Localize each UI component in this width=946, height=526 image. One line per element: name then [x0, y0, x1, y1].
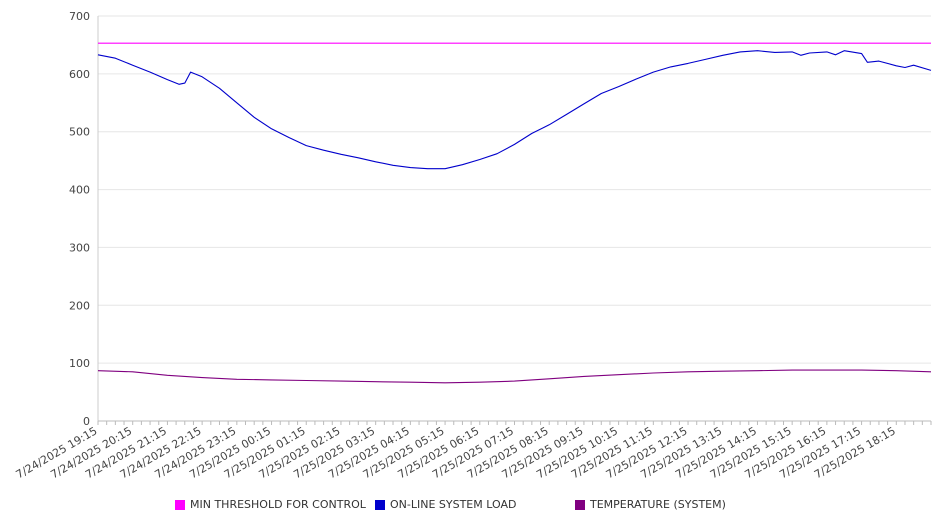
- x-axis-ticks: 7/24/2025 19:157/24/2025 20:157/24/2025 …: [14, 421, 932, 481]
- legend-swatch-system-load: [375, 499, 385, 510]
- legend-item-temperature[interactable]: TEMPERATURE (SYSTEM): [575, 498, 726, 511]
- legend-label-temperature: TEMPERATURE (SYSTEM): [590, 498, 726, 511]
- grid-lines: [98, 15, 931, 422]
- y-tick-label: 700: [69, 10, 90, 23]
- legend-label-system-load: ON-LINE SYSTEM LOAD: [390, 498, 517, 511]
- y-tick-label: 400: [69, 184, 90, 197]
- legend: MIN THRESHOLD FOR CONTROL ON-LINE SYSTEM…: [0, 498, 946, 514]
- legend-label-min-threshold: MIN THRESHOLD FOR CONTROL: [190, 498, 366, 511]
- axes: [97, 16, 931, 422]
- y-tick-label: 100: [69, 357, 90, 370]
- series-line-2: [97, 369, 932, 384]
- legend-item-system-load[interactable]: ON-LINE SYSTEM LOAD: [375, 498, 516, 511]
- legend-swatch-min-threshold: [175, 499, 185, 510]
- series-line-1: [97, 50, 932, 170]
- y-tick-label: 0: [83, 415, 90, 428]
- legend-swatch-temperature: [575, 499, 585, 510]
- y-axis-ticks: 0 100 200 300 400 500 600 700: [69, 10, 90, 428]
- series-lines: [97, 42, 932, 384]
- y-tick-label: 600: [69, 68, 90, 81]
- legend-item-min-threshold[interactable]: MIN THRESHOLD FOR CONTROL: [175, 498, 366, 511]
- y-tick-label: 300: [69, 241, 90, 254]
- y-tick-label: 500: [69, 126, 90, 139]
- y-tick-label: 200: [69, 299, 90, 312]
